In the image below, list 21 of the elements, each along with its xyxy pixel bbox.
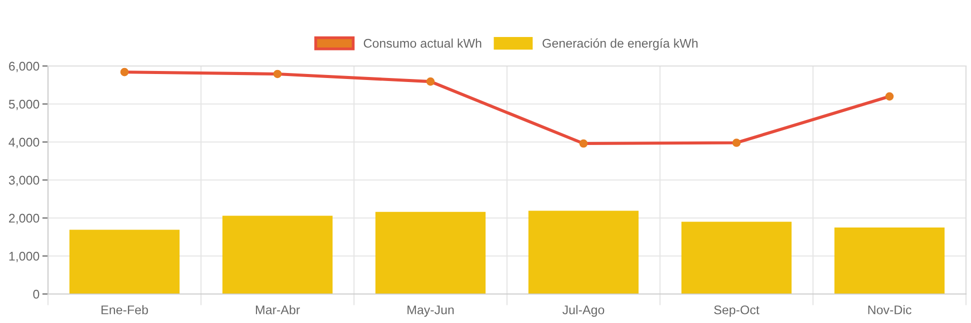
x-tick-label: Nov-Dic — [868, 305, 912, 314]
y-tick-label: 1,000 — [9, 252, 40, 262]
y-tick-label: 3,000 — [8, 176, 40, 186]
bar — [681, 222, 792, 294]
bar — [834, 228, 945, 294]
bar — [69, 230, 180, 294]
y-tick-label: 4,000 — [8, 138, 40, 148]
x-tick-label: Ene-Feb — [102, 305, 148, 314]
legend-label: Consumo actual kWh — [364, 38, 482, 48]
bar — [222, 216, 333, 294]
y-tick-label: 2,000 — [9, 214, 40, 224]
y-tick-label: 0 — [33, 290, 40, 299]
legend-label: Generación de energía kWh — [542, 38, 698, 50]
x-tick-label: Mar-Abr — [256, 305, 300, 314]
x-tick-label: Sep-Oct — [714, 305, 760, 317]
bar — [528, 210, 639, 294]
y-tick-label: 5,000 — [8, 100, 40, 110]
x-tick-label: Jul-Ago — [562, 305, 604, 317]
x-tick-label: May-Jun — [408, 306, 454, 317]
bar — [375, 212, 486, 294]
y-tick-label: 6,000 — [9, 62, 40, 72]
